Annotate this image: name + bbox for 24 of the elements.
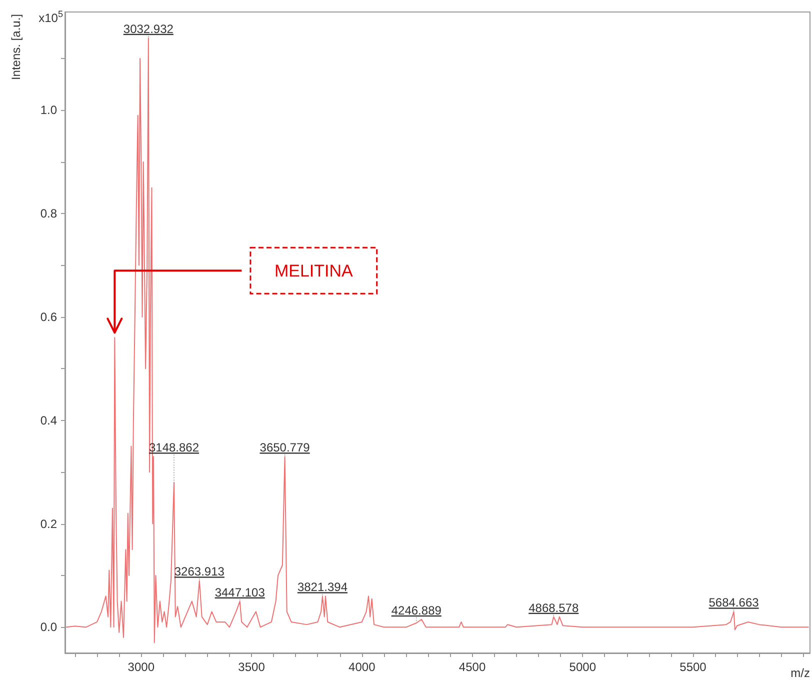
y-tick-label: 0.8	[40, 206, 58, 221]
y-axis-title: Intens. [a.u.]	[9, 14, 23, 80]
annotation: 3821.394	[297, 580, 348, 594]
text: x10$^{5}$	[38, 9, 63, 25]
x-tick-label: 4000	[348, 660, 376, 674]
annotation: MELITINA	[274, 262, 354, 281]
y-tick-label: 0.6	[40, 310, 58, 324]
annotation: 3447.103	[214, 585, 266, 600]
x-tick-label: 3500	[238, 660, 266, 674]
annotation: 4868.578	[528, 600, 579, 615]
x-tick-label: 4500	[458, 660, 486, 674]
y-tick-label: 1.0	[40, 103, 58, 118]
y-tick-label: 0.0	[40, 620, 58, 634]
annotation: 4246.889	[391, 603, 442, 618]
x-tick-label: 3000	[128, 660, 155, 674]
annotation: 3032.932	[123, 22, 174, 36]
x-tick-label: 5000	[569, 660, 596, 674]
y-tick-label: 0.2	[40, 516, 58, 531]
line-series	[66, 37, 810, 644]
x-axis-title: m/z	[790, 666, 810, 680]
annotation: 3650.779	[260, 440, 310, 455]
y-tick-label: 0.4	[40, 413, 58, 428]
annotation: 5684.663	[708, 596, 760, 610]
x-tick-label: 5500	[680, 660, 707, 674]
